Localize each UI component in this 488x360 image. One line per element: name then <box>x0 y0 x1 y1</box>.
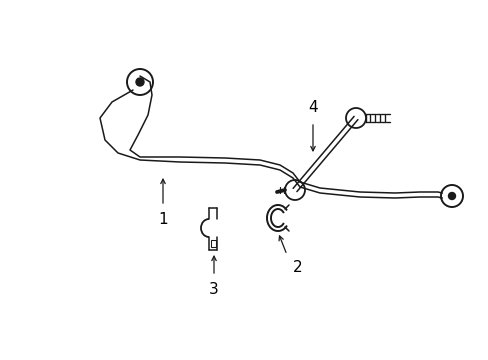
Circle shape <box>136 78 143 86</box>
Text: 2: 2 <box>293 261 302 275</box>
Text: 1: 1 <box>158 212 167 228</box>
Text: 3: 3 <box>209 283 219 297</box>
Circle shape <box>447 193 454 199</box>
Text: 4: 4 <box>307 100 317 116</box>
Bar <box>210 240 215 247</box>
